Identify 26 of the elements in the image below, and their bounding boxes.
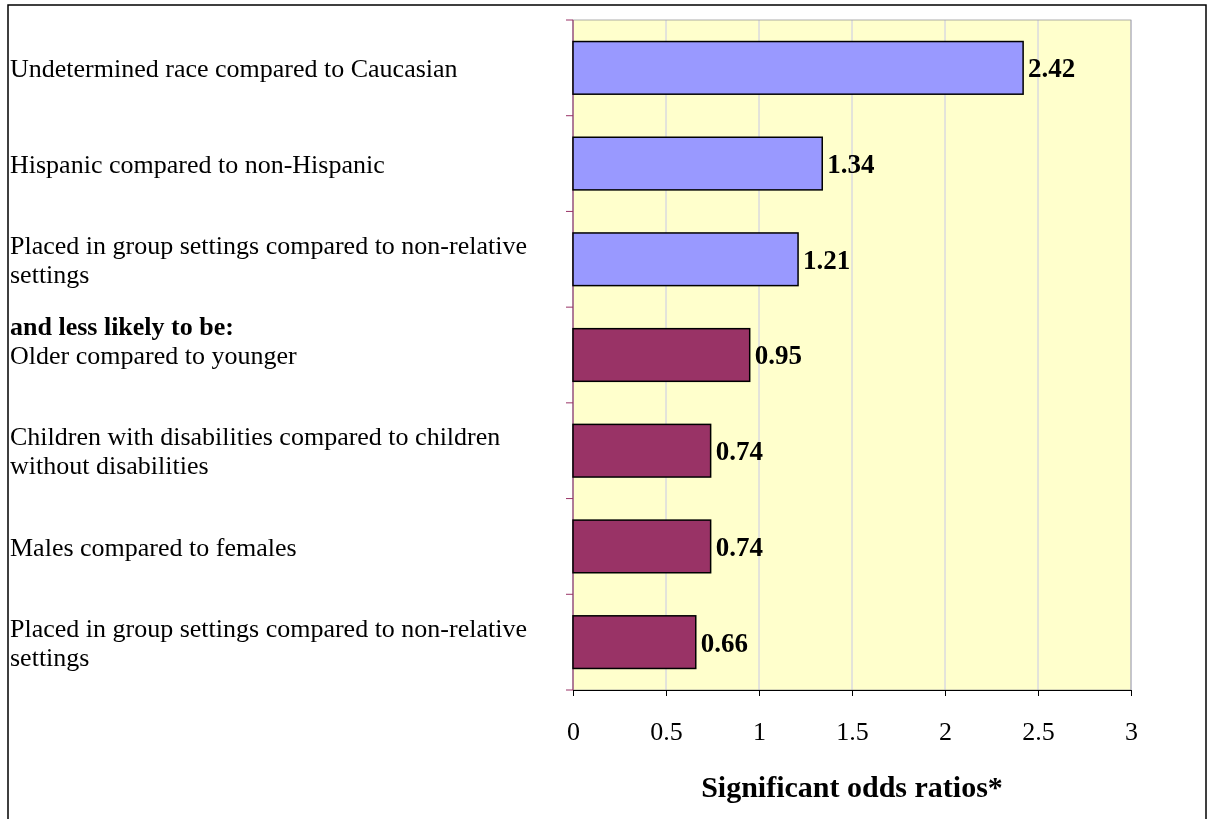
x-tick-label: 0.5 [650, 717, 683, 747]
y-tick-label: Undetermined race compared to Caucasian [10, 53, 458, 83]
x-tick-label: 2 [939, 717, 952, 747]
data-label: 1.34 [827, 149, 875, 180]
data-label: 0.74 [715, 436, 763, 467]
x-tick-label: 2.5 [1022, 717, 1055, 747]
x-axis-title: Significant odds ratios* [701, 770, 1003, 803]
data-label: 1.21 [803, 244, 851, 275]
bar [572, 136, 823, 191]
bar [572, 232, 799, 287]
x-tick-label: 0 [567, 717, 580, 747]
y-tick-label: Children with disabilities compared to children without disabilities [10, 422, 501, 481]
x-tick-label: 1.5 [836, 717, 869, 747]
bar [572, 40, 1024, 95]
text: and less likely to be: [10, 312, 234, 342]
y-tick-label: Placed in group settings compared to non-relative settings [10, 613, 527, 672]
data-label: 2.42 [1028, 53, 1076, 84]
x-tick-label: 1 [753, 717, 766, 747]
x-tick-label: 3 [1125, 717, 1138, 747]
data-label: 0.74 [715, 531, 763, 562]
y-tick-label: Hispanic compared to non-Hispanic [10, 149, 385, 179]
data-label: 0.95 [754, 340, 802, 371]
y-tick-label: Placed in group settings compared to non-relative settings [10, 230, 527, 289]
y-tick-label: Older compared to younger [10, 341, 297, 371]
y-tick-label: Males compared to females [10, 532, 297, 562]
data-label: 0.66 [700, 627, 749, 658]
